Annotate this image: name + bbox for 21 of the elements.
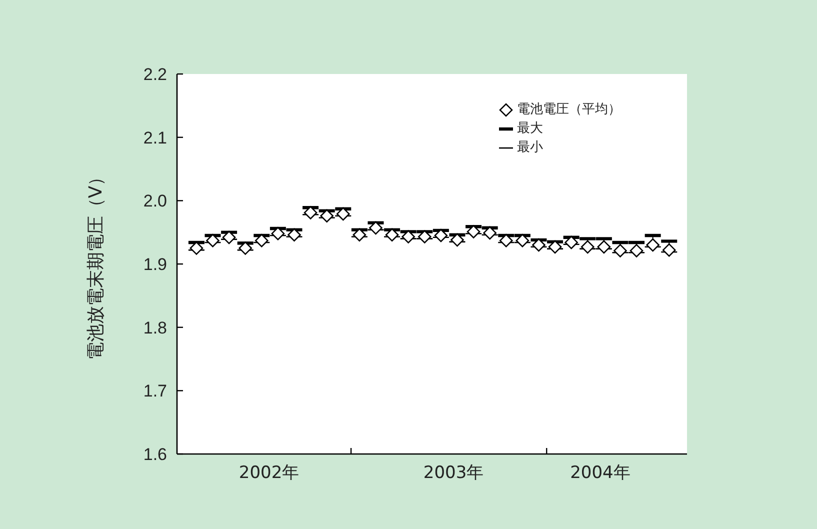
y-tick-label: 1.9 <box>143 255 167 274</box>
point <box>352 228 366 242</box>
legend-label: 電池電圧（平均） <box>517 101 621 119</box>
x-tick-label: 2002年 <box>238 463 300 483</box>
x-tick-label: 2004年 <box>570 463 630 483</box>
y-tick-label: 1.7 <box>143 382 167 401</box>
point <box>646 238 660 252</box>
x-tick-label: 2003年 <box>423 463 484 483</box>
point <box>238 242 252 255</box>
annotation: 最小 <box>517 139 543 157</box>
y-tick-label: 2.0 <box>143 192 167 211</box>
annotation: 最大 <box>517 120 543 138</box>
point <box>369 221 382 235</box>
y-tick-label: 2.2 <box>143 65 167 84</box>
y-axis-title: 電池放電末期電圧（V） <box>85 168 106 360</box>
point <box>255 234 268 248</box>
y-tick-label: 1.8 <box>143 318 167 338</box>
y-tick-label: 2.1 <box>143 128 167 148</box>
point <box>190 242 204 255</box>
y-tick-label: 1.6 <box>143 445 167 464</box>
point <box>662 243 676 257</box>
